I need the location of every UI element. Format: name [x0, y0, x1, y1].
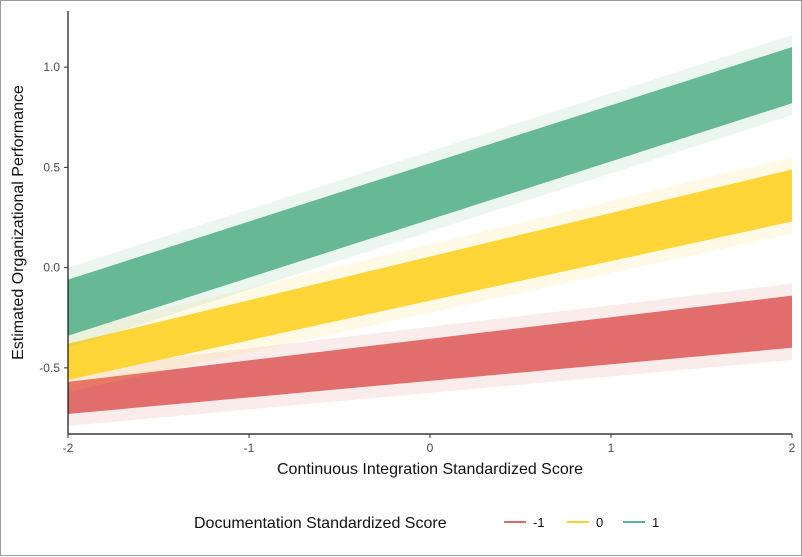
- series-1-band: [68, 47, 792, 336]
- x-tick-label: 2: [789, 441, 796, 455]
- band-layer: [68, 35, 792, 426]
- series-0-band: [68, 169, 792, 380]
- legend-label--1: -1: [533, 515, 545, 530]
- x-tick-label: 1: [608, 441, 615, 455]
- legend-label-1: 1: [652, 515, 659, 530]
- y-tick-label: 1.0: [43, 60, 60, 74]
- x-tick-label: -1: [244, 441, 255, 455]
- legend-title: Documentation Standardized Score: [194, 515, 447, 532]
- x-tick-label: 0: [427, 441, 434, 455]
- legend-label-0: 0: [596, 515, 603, 530]
- y-tick-label: 0.5: [43, 160, 60, 174]
- x-axis-title: Continuous Integration Standardized Scor…: [277, 461, 583, 478]
- series--1-band: [68, 295, 792, 414]
- y-tick-label: 0.0: [43, 261, 60, 275]
- legend: Documentation Standardized Score -1 0 1: [194, 515, 659, 532]
- x-tick-label: -2: [63, 441, 74, 455]
- tick-layer: -2 -1 0 1 2 -0.5 0.0 0.5 1.0: [39, 60, 795, 455]
- y-tick-label: -0.5: [39, 361, 60, 375]
- y-axis-title: Estimated Organizational Performance: [10, 85, 27, 360]
